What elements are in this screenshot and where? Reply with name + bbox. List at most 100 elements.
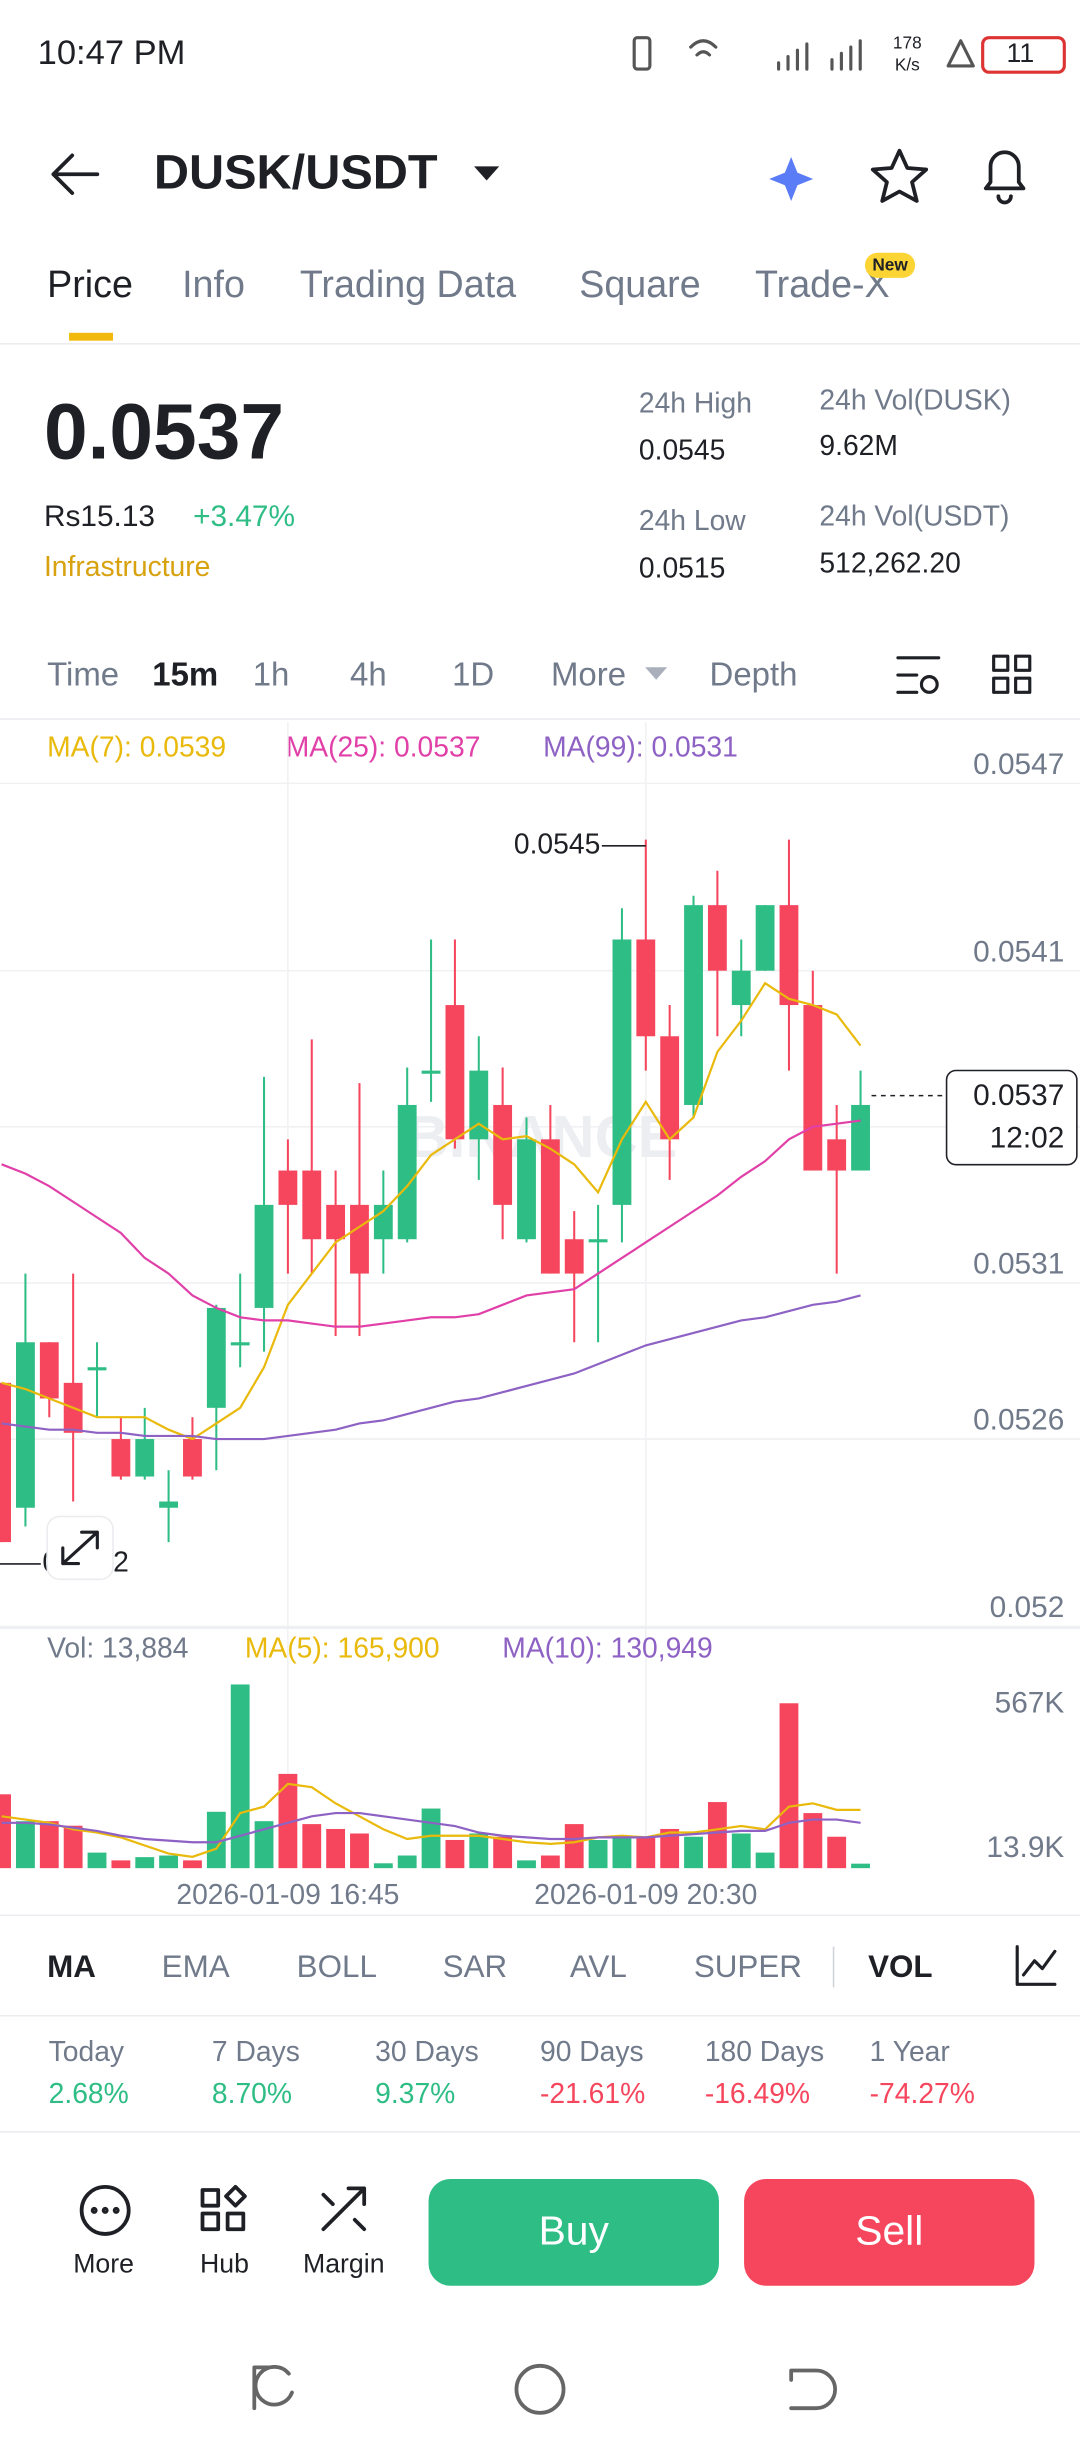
nav-label[interactable]: Margin (303, 2248, 385, 2278)
margin-icon[interactable] (321, 2186, 367, 2232)
battery (981, 36, 1066, 74)
tab-indicator (69, 332, 114, 341)
legend-entry: MA(10): 130,949 (502, 1631, 712, 1663)
candle-body (636, 939, 656, 1037)
candle-body (827, 1139, 847, 1171)
candle-body (612, 939, 632, 1205)
volume-bar (564, 1824, 584, 1869)
fiat-price: Rs15.13 (44, 500, 155, 533)
tab[interactable]: Info (182, 263, 245, 305)
indicator[interactable]: SAR (443, 1949, 508, 1984)
back[interactable] (789, 2368, 837, 2411)
sell-label[interactable]: Sell (855, 2208, 923, 2254)
candle-body (159, 1501, 179, 1508)
y-tick-label: 0.0531 (973, 1248, 1064, 1281)
stat-label: 24h Vol(USDT) (819, 500, 1009, 532)
candle-body (135, 1439, 155, 1477)
period-change: -21.61% (540, 2077, 645, 2109)
volume-bar (302, 1824, 322, 1869)
volume-bar (612, 1836, 632, 1869)
volume-bar (493, 1836, 513, 1869)
period-change: -16.49% (705, 2077, 810, 2109)
more-dropdown[interactable] (645, 667, 668, 680)
period-change: 9.37% (375, 2077, 455, 2109)
volume-bar (731, 1833, 751, 1869)
nav-label[interactable]: More (73, 2248, 134, 2278)
tab[interactable]: Price (47, 263, 133, 305)
interval[interactable]: Depth (710, 655, 798, 692)
volume-bar (373, 1863, 393, 1869)
candle-body (517, 1139, 536, 1240)
stat-value: 9.62M (819, 429, 898, 461)
volume-bar (254, 1821, 274, 1869)
stat-value: 512,262.20 (819, 547, 960, 579)
indicator-bar: MA EMA BOLL SAR AVL SUPER VOL (47, 1949, 932, 1984)
favorite-button[interactable] (870, 148, 929, 203)
tab[interactable]: Trading Data (300, 263, 516, 305)
stat-value: 0.0515 (639, 551, 725, 583)
ai-button[interactable] (769, 156, 814, 201)
volume-bar (230, 1684, 250, 1869)
last-price-label: 0.0537 (973, 1079, 1064, 1112)
indicator[interactable]: BOLL (297, 1949, 377, 1984)
volume-bar (588, 1839, 608, 1869)
candle-body (469, 1070, 489, 1140)
volume-bar (660, 1828, 680, 1869)
volume-bar (636, 1836, 656, 1869)
volume-bar (87, 1852, 107, 1869)
alert-button[interactable] (983, 150, 1026, 205)
y-tick-label: 0.052 (990, 1591, 1065, 1624)
hub-icon[interactable] (200, 2184, 247, 2232)
recents[interactable] (252, 2365, 294, 2411)
sell-button[interactable] (744, 2178, 1035, 2286)
pair-dropdown[interactable] (474, 166, 500, 181)
period-label: 1 Year (870, 2035, 950, 2067)
volume-bar (63, 1825, 83, 1869)
indicator[interactable]: SUPER (694, 1949, 802, 1984)
buy-button[interactable] (428, 2178, 719, 2286)
interval[interactable]: 1D (452, 655, 494, 692)
ma-legend: MA(7): 0.0539 MA(25): 0.0537 MA(99): 0.053… (47, 730, 738, 762)
layout-button[interactable] (992, 654, 1032, 694)
pair-title[interactable]: DUSK/USDT (154, 146, 438, 200)
volume-bar (517, 1860, 536, 1869)
home[interactable] (514, 2363, 566, 2415)
volume-bar (326, 1828, 346, 1869)
back-button[interactable] (51, 153, 100, 195)
candle-body (731, 970, 751, 1006)
net-speed: 178 (893, 33, 922, 53)
y-tick-label: 0.0526 (973, 1404, 1064, 1437)
bottom-nav: More Hub Margin (73, 2248, 384, 2278)
interval[interactable]: 1h (253, 655, 290, 692)
volume-bar (827, 1836, 847, 1869)
candle-body (326, 1204, 346, 1240)
y-tick-label: 567K (995, 1687, 1065, 1720)
candle-body (755, 905, 775, 971)
more-icon[interactable] (79, 2184, 131, 2236)
interval[interactable]: 15m (152, 655, 218, 692)
candle-body (588, 1239, 608, 1243)
chart-settings-button[interactable] (896, 656, 941, 694)
battery-level: 11 (1007, 38, 1035, 68)
buy-label[interactable]: Buy (539, 2208, 610, 2254)
candle-body (16, 1342, 35, 1508)
volume-bar (755, 1852, 775, 1869)
indicator-settings[interactable] (1015, 1945, 1057, 1986)
indicator[interactable]: MA (47, 1949, 96, 1984)
tab[interactable]: Square (579, 263, 700, 305)
y-tick-label: 0.0547 (973, 748, 1064, 781)
volume-bar (684, 1836, 703, 1869)
ma-line (1, 981, 862, 1441)
interval[interactable]: Time (47, 655, 119, 692)
indicator[interactable]: VOL (868, 1949, 932, 1984)
candle-body (397, 1104, 417, 1240)
sector-tag[interactable]: Infrastructure (44, 550, 210, 582)
nav-label[interactable]: Hub (200, 2248, 249, 2278)
interval[interactable]: 4h (350, 655, 387, 692)
indicator[interactable]: EMA (162, 1949, 230, 1984)
indicator[interactable]: AVL (570, 1949, 627, 1984)
interval[interactable]: More (551, 655, 626, 692)
stat-value: 0.0545 (639, 434, 725, 466)
